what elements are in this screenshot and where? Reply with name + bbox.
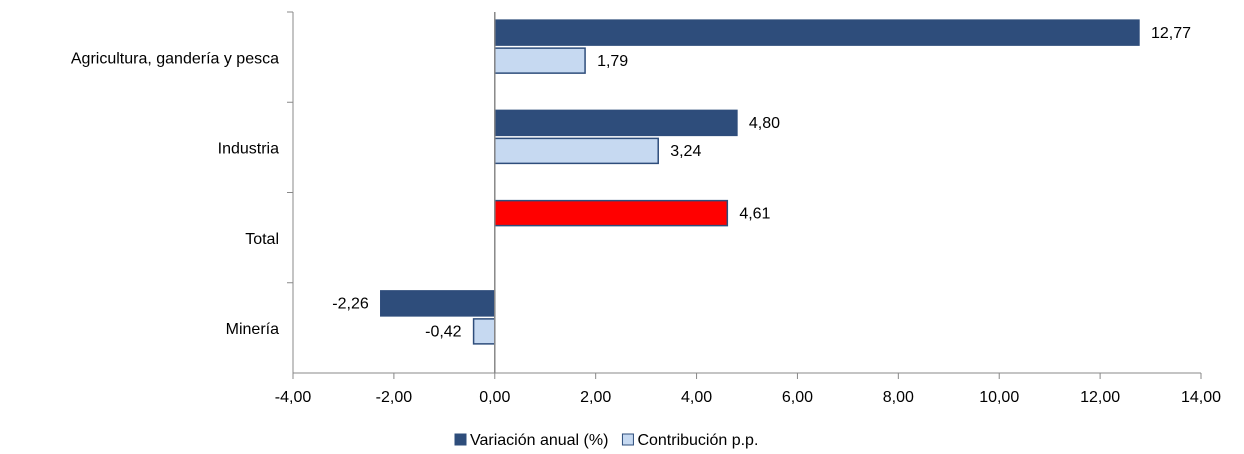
bar (380, 290, 496, 317)
x-tick-label: 12,00 (1080, 389, 1120, 406)
y-tick-label: Industria (218, 141, 279, 158)
x-tick-label: 14,00 (1181, 389, 1221, 406)
x-tick-label: 2,00 (580, 389, 611, 406)
value-label: -2,26 (332, 296, 369, 313)
value-label: 4,80 (749, 115, 780, 132)
value-label: 1,79 (597, 53, 628, 70)
x-tick-label: 4,00 (681, 389, 712, 406)
bar (494, 19, 1140, 46)
value-label: 4,61 (739, 205, 770, 222)
y-tick-label: Minería (226, 321, 279, 338)
bar (494, 199, 729, 227)
x-tick-label: 8,00 (883, 389, 914, 406)
y-tick-label: Total (245, 231, 279, 248)
bar (494, 137, 659, 165)
x-tick-label: -2,00 (376, 389, 413, 406)
bar (494, 109, 738, 137)
bar (494, 47, 586, 74)
bar (472, 318, 496, 345)
legend-swatch (621, 433, 634, 446)
value-label: 12,77 (1151, 25, 1191, 42)
legend-label: Contribución p.p. (637, 432, 758, 449)
x-tick-label: -4,00 (275, 389, 312, 406)
value-label: -0,42 (425, 324, 462, 341)
y-tick-label: Agricultura, gandería y pesca (71, 50, 279, 67)
x-tick-label: 10,00 (979, 389, 1019, 406)
x-tick-label: 0,00 (479, 389, 510, 406)
x-tick-label: 6,00 (782, 389, 813, 406)
legend-label: Variación anual (%) (470, 432, 608, 449)
value-label: 3,24 (670, 143, 701, 160)
legend-swatch (454, 433, 467, 446)
